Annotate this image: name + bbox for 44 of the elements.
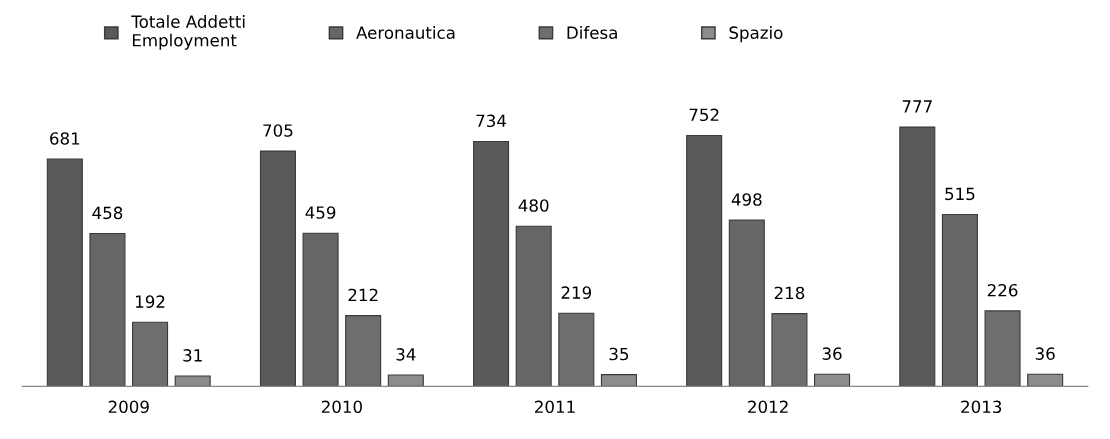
bar <box>46 158 83 387</box>
legend-label: Aeronautica <box>356 26 455 39</box>
x-tick-label: 2012 <box>748 400 788 414</box>
bar <box>515 225 552 387</box>
x-tick-label: 2013 <box>961 400 1002 414</box>
bar <box>984 310 1021 387</box>
x-tick-label: 2011 <box>535 400 575 414</box>
data-label: 752 <box>689 108 719 122</box>
data-label: 681 <box>50 132 80 145</box>
data-label: 35 <box>609 347 629 361</box>
bar <box>686 134 723 387</box>
bar <box>259 150 296 387</box>
data-label: 777 <box>902 100 932 113</box>
data-label: 734 <box>476 114 507 128</box>
x-tick-label: 2009 <box>108 400 149 414</box>
data-label: 480 <box>518 199 549 212</box>
data-label: 36 <box>822 347 842 360</box>
bar <box>899 126 936 387</box>
bar <box>89 232 126 387</box>
bar <box>941 213 978 387</box>
data-label: 515 <box>945 187 975 201</box>
legend-label: Totale Addetti Employment <box>131 15 245 50</box>
data-label: 498 <box>731 193 762 206</box>
data-label: 226 <box>987 283 1018 297</box>
data-label: 31 <box>183 349 202 362</box>
bar <box>473 140 510 387</box>
bar <box>558 312 595 387</box>
bar <box>132 321 169 387</box>
bar <box>302 232 339 387</box>
data-label: 218 <box>774 286 805 300</box>
legend-label: Difesa <box>567 26 617 39</box>
data-label: 34 <box>396 348 416 361</box>
legend-label: Spazio <box>729 26 783 43</box>
data-label: 192 <box>136 295 165 308</box>
data-label: 219 <box>561 286 592 299</box>
bar <box>345 315 382 387</box>
data-label: 458 <box>92 206 123 220</box>
bar <box>728 219 765 387</box>
bar <box>771 313 808 387</box>
data-label: 705 <box>263 124 293 137</box>
data-label: 212 <box>348 288 378 302</box>
data-label: 36 <box>1035 347 1055 360</box>
data-label: 459 <box>305 206 336 219</box>
x-tick-label: 2010 <box>321 400 362 414</box>
